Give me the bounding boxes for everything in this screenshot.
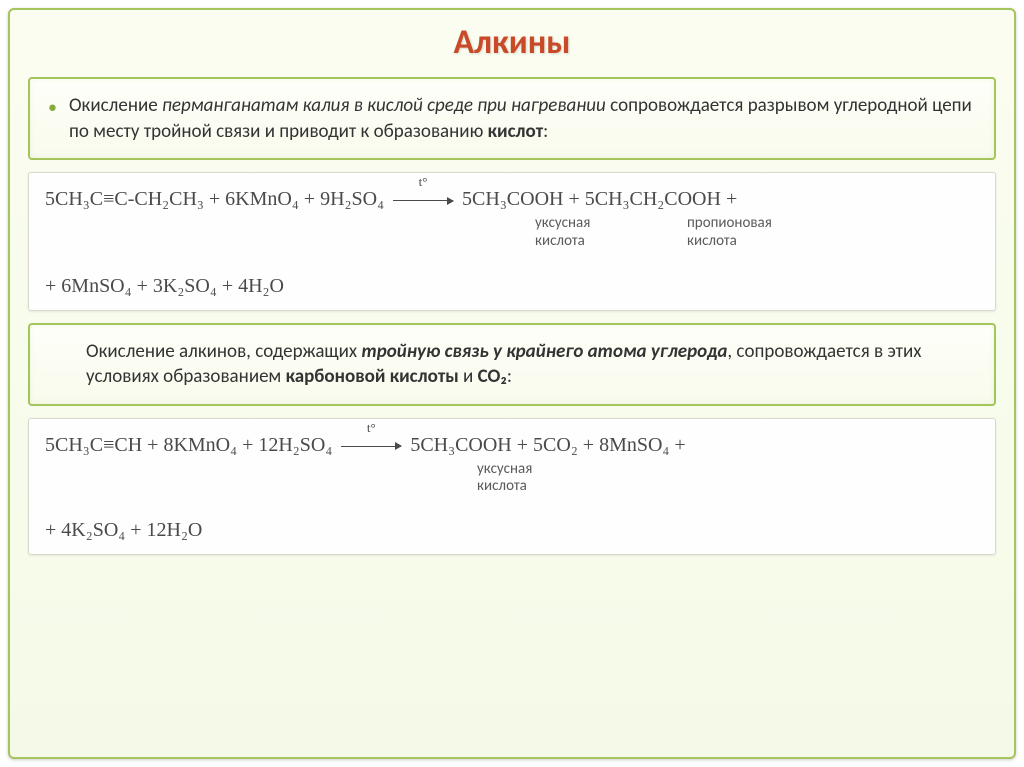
eq2-line1: 5CH₃C≡CH + 8KMnO₄ + 12H₂SO₄ t° 5CH₃COOH …	[45, 431, 979, 459]
equation-box-1: 5CH₃C≡C-CH₂CH₃ + 6KMnO₄ + 9H₂SO₄ t° 5CH₃…	[28, 172, 996, 311]
eq1-lhs: 5CH₃C≡C-CH₂CH₃ + 6KMnO₄ + 9H₂SO₄	[45, 188, 384, 210]
reaction-arrow-2: t°	[337, 431, 405, 459]
eq1-line2: + 6MnSO₄ + 3K₂SO₄ + 4H₂O	[45, 272, 979, 300]
eq2-annotations: уксусная кислота	[45, 461, 979, 496]
eq1-line1: 5CH₃C≡C-CH₂CH₃ + 6KMnO₄ + 9H₂SO₄ t° 5CH₃…	[45, 185, 979, 213]
eq1-plus: +	[563, 188, 584, 210]
slide-container: Алкины • Окисление перманганатам калия в…	[8, 8, 1016, 759]
bullet-row-1: • Окисление перманганатам калия в кислой…	[48, 93, 976, 144]
para-1: Окисление перманганатам калия в кислой с…	[69, 93, 976, 144]
para-2: Окисление алкинов, содержащих тройную св…	[86, 339, 976, 390]
slide-title: Алкины	[28, 22, 996, 63]
para2-bold2: CO₂	[478, 365, 507, 388]
para2-bold1: карбоновой кислоты	[286, 365, 459, 388]
para1-post: :	[543, 120, 548, 143]
para1-bold: кислот	[488, 120, 544, 143]
eq1-prod-b: 5CH₃CH₂COOH	[585, 188, 721, 210]
eq2-line2: + 4K₂SO₄ + 12H₂O	[45, 516, 979, 544]
para2-pre: Окисление алкинов, содержащих	[86, 340, 361, 363]
eq2-ann-acetic: уксусная кислота	[477, 461, 597, 496]
para1-italic: перманганатам калия в кислой среде при н…	[162, 94, 606, 117]
eq1-ann-propionic: пропионовая кислота	[687, 215, 827, 250]
intro-textbox-1: • Окисление перманганатам калия в кислой…	[28, 77, 996, 160]
bullet-icon: •	[48, 95, 57, 119]
eq1-tail: +	[721, 188, 737, 210]
arrow-line-icon	[341, 446, 401, 447]
eq2-prod-a: 5CH₃COOH	[410, 434, 511, 456]
reaction-arrow-1: t°	[389, 185, 457, 213]
para2-italic: тройную связь у крайнего атома углерода	[361, 340, 727, 363]
eq2-lhs: 5CH₃C≡CH + 8KMnO₄ + 12H₂SO₄	[45, 434, 332, 456]
arrow-condition-2: t°	[337, 419, 405, 437]
para1-pre: Окисление	[69, 94, 162, 117]
eq1-ann-acetic: уксусная кислота	[535, 215, 663, 250]
eq1-prod-a: 5CH₃COOH	[462, 188, 563, 210]
arrow-line-icon	[393, 200, 453, 201]
eq1-annotations: уксусная кислота пропионовая кислота	[45, 215, 979, 250]
eq2-rest: + 5CO₂ + 8MnSO₄ +	[512, 434, 686, 456]
para2-post: :	[507, 365, 512, 388]
para2-mid2: и	[459, 365, 478, 388]
equation-box-2: 5CH₃C≡CH + 8KMnO₄ + 12H₂SO₄ t° 5CH₃COOH …	[28, 418, 996, 555]
intro-textbox-2: Окисление алкинов, содержащих тройную св…	[28, 323, 996, 406]
arrow-condition-1: t°	[389, 173, 457, 191]
